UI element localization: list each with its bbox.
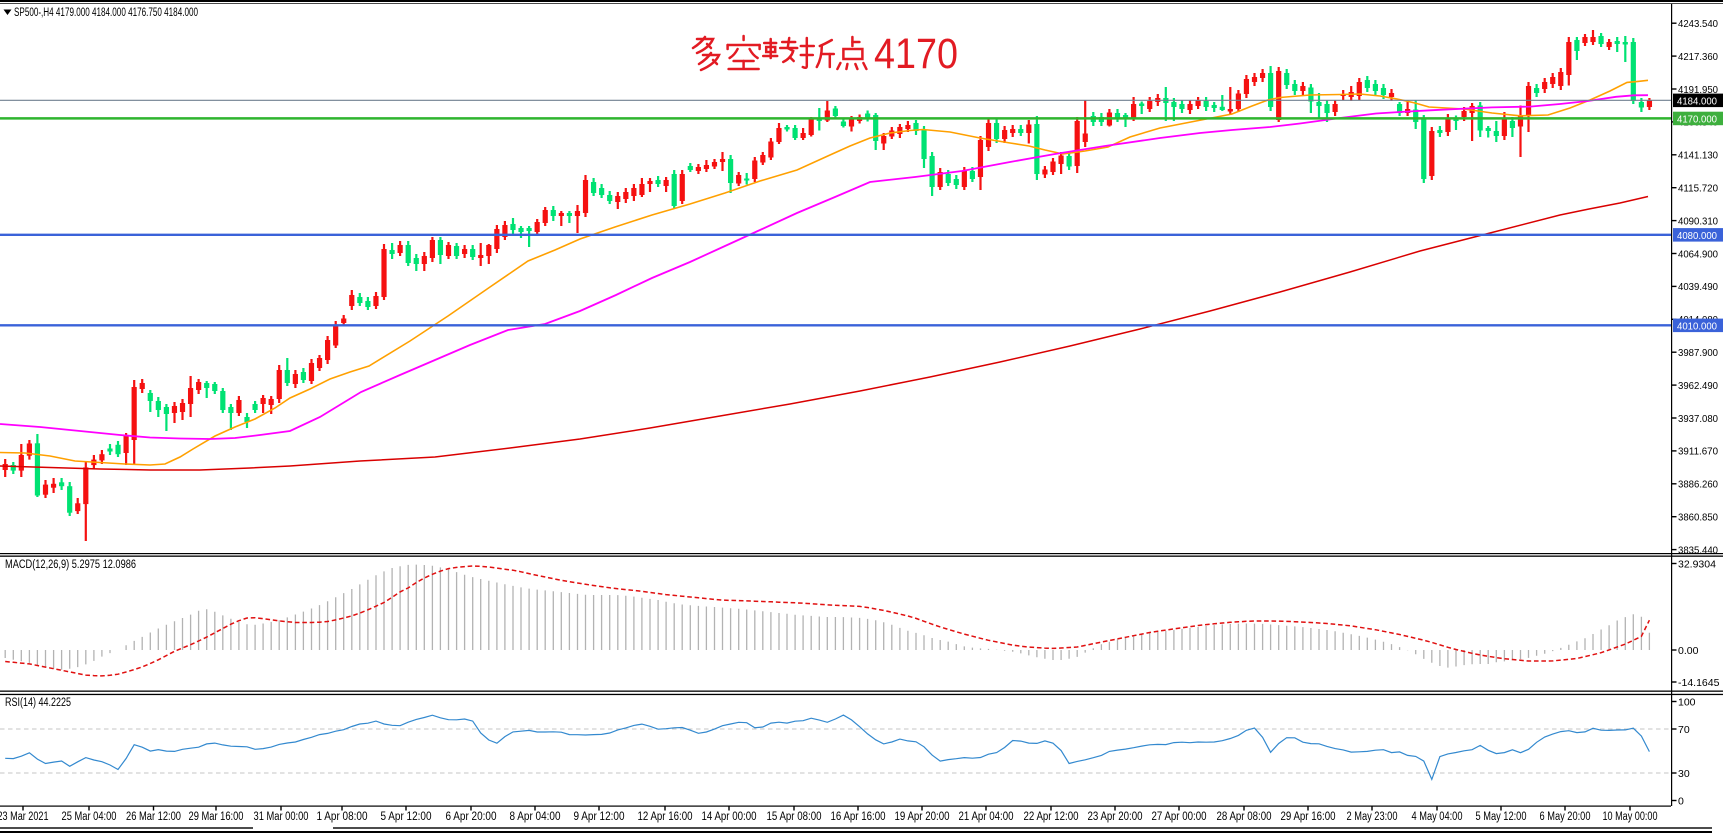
svg-text:3937.080: 3937.080 xyxy=(1678,413,1718,425)
svg-text:30: 30 xyxy=(1678,768,1690,780)
svg-text:3835.440: 3835.440 xyxy=(1678,544,1718,556)
svg-text:5 May 12:00: 5 May 12:00 xyxy=(1476,811,1527,823)
svg-text:6 May 20:00: 6 May 20:00 xyxy=(1540,811,1591,823)
svg-text:1 Apr 08:00: 1 Apr 08:00 xyxy=(317,811,368,823)
svg-text:100: 100 xyxy=(1678,696,1696,708)
svg-text:27 Apr 00:00: 27 Apr 00:00 xyxy=(1152,811,1207,823)
svg-text:3860.850: 3860.850 xyxy=(1678,512,1718,524)
svg-text:RSI(14) 44.2225: RSI(14) 44.2225 xyxy=(5,697,71,709)
svg-text:16 Apr 16:00: 16 Apr 16:00 xyxy=(831,811,886,823)
svg-text:21 Apr 04:00: 21 Apr 04:00 xyxy=(959,811,1014,823)
svg-text:8 Apr 04:00: 8 Apr 04:00 xyxy=(510,811,561,823)
svg-text:0: 0 xyxy=(1678,795,1684,807)
svg-text:10 May 00:00: 10 May 00:00 xyxy=(1603,811,1658,823)
svg-text:4115.720: 4115.720 xyxy=(1678,183,1718,195)
svg-text:9 Apr 12:00: 9 Apr 12:00 xyxy=(574,811,625,823)
svg-text:22 Apr 12:00: 22 Apr 12:00 xyxy=(1024,811,1079,823)
svg-text:4 May 04:00: 4 May 04:00 xyxy=(1412,811,1463,823)
svg-text:32.9304: 32.9304 xyxy=(1678,558,1716,570)
svg-text:3962.490: 3962.490 xyxy=(1678,380,1718,392)
svg-text:4090.310: 4090.310 xyxy=(1678,215,1718,227)
svg-text:29 Mar 16:00: 29 Mar 16:00 xyxy=(189,811,244,823)
svg-text:4010.000: 4010.000 xyxy=(1677,320,1717,332)
svg-text:-14.1645: -14.1645 xyxy=(1678,677,1720,689)
svg-text:70: 70 xyxy=(1678,724,1690,736)
svg-text:3911.670: 3911.670 xyxy=(1678,446,1718,458)
svg-text:26 Mar 12:00: 26 Mar 12:00 xyxy=(126,811,181,823)
svg-text:5 Apr 12:00: 5 Apr 12:00 xyxy=(381,811,432,823)
svg-text:12 Apr 16:00: 12 Apr 16:00 xyxy=(638,811,693,823)
svg-text:19 Apr 20:00: 19 Apr 20:00 xyxy=(895,811,950,823)
svg-text:28 Apr 08:00: 28 Apr 08:00 xyxy=(1217,811,1272,823)
svg-text:4064.900: 4064.900 xyxy=(1678,248,1718,260)
svg-text:3886.260: 3886.260 xyxy=(1678,479,1718,491)
svg-text:29 Apr 16:00: 29 Apr 16:00 xyxy=(1281,811,1336,823)
svg-text:15 Apr 08:00: 15 Apr 08:00 xyxy=(767,811,822,823)
svg-text:SP500-,H4 4179.000 4184.000 4: SP500-,H4 4179.000 4184.000 4176.750 418… xyxy=(14,7,198,19)
svg-text:6 Apr 20:00: 6 Apr 20:00 xyxy=(446,811,497,823)
svg-text:31 Mar 00:00: 31 Mar 00:00 xyxy=(254,811,309,823)
svg-text:4217.360: 4217.360 xyxy=(1678,51,1718,63)
svg-text:4170: 4170 xyxy=(874,30,958,78)
svg-text:25 Mar 04:00: 25 Mar 04:00 xyxy=(62,811,117,823)
svg-text:4141.130: 4141.130 xyxy=(1678,150,1718,162)
svg-text:4170.000: 4170.000 xyxy=(1677,113,1717,125)
svg-text:4243.540: 4243.540 xyxy=(1678,18,1718,30)
svg-text:14 Apr 00:00: 14 Apr 00:00 xyxy=(702,811,757,823)
svg-text:3987.900: 3987.900 xyxy=(1678,347,1718,359)
svg-text:MACD(12,26,9) 5.2975 12.0986: MACD(12,26,9) 5.2975 12.0986 xyxy=(5,559,136,571)
svg-text:23 Mar 2021: 23 Mar 2021 xyxy=(0,811,49,823)
svg-text:4039.490: 4039.490 xyxy=(1678,281,1718,293)
svg-text:23 Apr 20:00: 23 Apr 20:00 xyxy=(1088,811,1143,823)
svg-text:4080.000: 4080.000 xyxy=(1677,230,1717,242)
svg-text:4191.950: 4191.950 xyxy=(1678,84,1718,96)
svg-text:2 May 23:00: 2 May 23:00 xyxy=(1347,811,1398,823)
svg-text:4184.000: 4184.000 xyxy=(1677,95,1717,107)
svg-text:0.00: 0.00 xyxy=(1678,645,1699,657)
